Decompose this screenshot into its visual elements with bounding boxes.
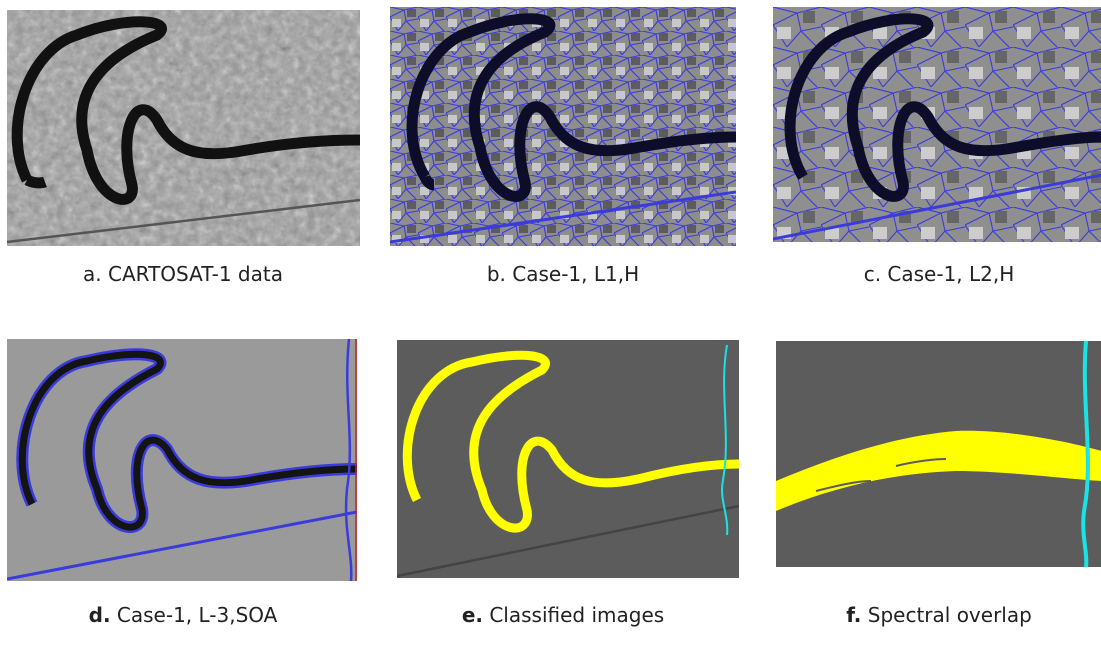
caption-text: c. Case-1, L2,H: [863, 262, 1015, 286]
panel-c-image: [773, 7, 1101, 242]
caption-panel-a: a. CARTOSAT-1 data: [18, 262, 348, 286]
segmentation-level3-image: [7, 339, 357, 581]
caption-label: d.: [88, 603, 111, 627]
caption-text: a. CARTOSAT-1 data: [83, 262, 283, 286]
panel-a-image: [7, 10, 360, 246]
caption-panel-f: f. Spectral overlap: [774, 603, 1101, 627]
caption-panel-e: e. Classified images: [398, 603, 728, 627]
caption-panel-b: b. Case-1, L1,H: [398, 262, 728, 286]
segmentation-level2-image: [773, 7, 1101, 242]
caption-label: e.: [461, 603, 483, 627]
caption-text: Case-1, L-3,SOA: [110, 603, 278, 627]
caption-text: Spectral overlap: [861, 603, 1032, 627]
caption-panel-c: c. Case-1, L2,H: [774, 262, 1101, 286]
panel-e-image: [397, 340, 739, 578]
caption-panel-d: d. Case-1, L-3,SOA: [18, 603, 348, 627]
caption-text: b. Case-1, L1,H: [486, 262, 640, 286]
spectral-overlap-image: [776, 341, 1101, 567]
panel-b-image: [390, 7, 736, 246]
classified-image: [397, 340, 739, 578]
panel-f-image: [776, 341, 1101, 567]
caption-label: f.: [846, 603, 862, 627]
caption-text: Classified images: [482, 603, 665, 627]
panel-d-image: [7, 339, 357, 581]
segmentation-level1-image: [390, 7, 736, 246]
cartosat-image: [7, 10, 360, 246]
